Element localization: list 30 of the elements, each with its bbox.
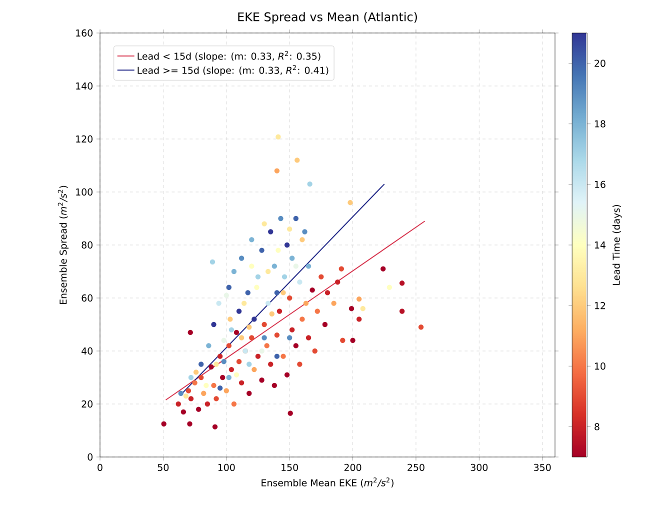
y-tick-label: 140 xyxy=(76,82,93,90)
x-tick-label: 200 xyxy=(344,464,362,472)
color-bar-label: 16 xyxy=(595,180,606,188)
color-bar-title: Lead Time (days) xyxy=(612,204,622,285)
color-bar-label: 12 xyxy=(595,302,606,310)
y-tick-label: 60 xyxy=(82,294,93,302)
y-tick-label: 100 xyxy=(76,188,93,196)
legend-label: Lead >= 15d (slope: (m: 0.33, R$^{2}$: 0.41) xyxy=(138,65,328,76)
x-tick-label: 300 xyxy=(470,464,488,472)
color-bar-label: 10 xyxy=(595,362,606,370)
y-tick-label: 0 xyxy=(88,453,93,461)
x-axis-title: Ensemble Mean EKE (m$^{2}$/s$^{2}$) xyxy=(262,478,394,488)
color-bar-label: 8 xyxy=(594,423,600,430)
legend-label: Lead < 15d (slope: (m: 0.33, R$^{2}$: 0.35) xyxy=(138,50,320,62)
chart-title: EKE Spread vs Mean (Atlantic) xyxy=(238,12,417,24)
color-bar-label: 14 xyxy=(595,242,606,248)
y-axis-title: Ensemble Spread (m$^{2}$/s$^{2}$) xyxy=(58,186,69,304)
y-tick-label: 40 xyxy=(82,347,93,355)
x-tick-label: 100 xyxy=(218,464,235,472)
x-tick-label: 350 xyxy=(534,464,551,472)
y-tick-label: 120 xyxy=(76,135,93,143)
x-tick-label: 50 xyxy=(158,464,169,472)
y-tick-label: 20 xyxy=(82,400,93,408)
y-tick-label: 160 xyxy=(76,29,93,37)
color-bar-label: 20 xyxy=(594,60,606,67)
x-tick-label: 150 xyxy=(282,464,298,472)
x-tick-label: 0 xyxy=(98,464,102,472)
y-tick-label: 80 xyxy=(82,241,93,249)
color-bar-label: 18 xyxy=(595,120,606,128)
x-tick-label: 250 xyxy=(408,464,424,472)
